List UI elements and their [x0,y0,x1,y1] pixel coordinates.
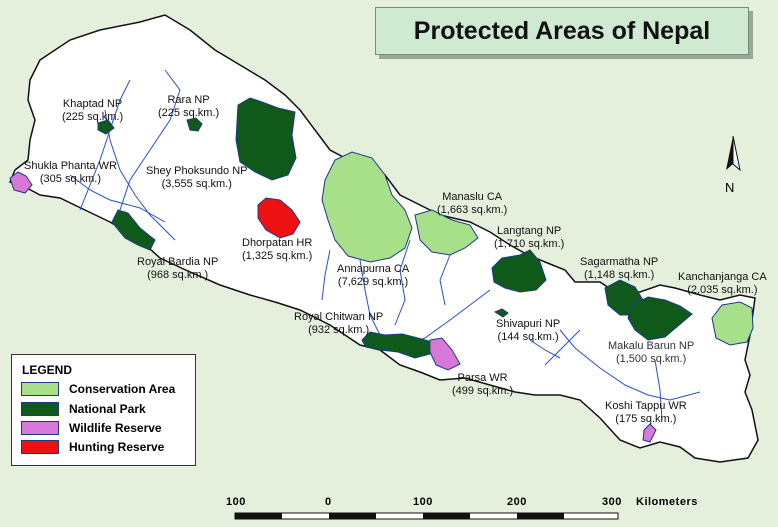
legend-item-hunting-reserve: Hunting Reserve [21,440,164,454]
area-langtang [491,249,547,293]
scale-unit: Kilometers [636,496,698,508]
label-rara: Rara NP (225 sq.km.) [158,94,220,119]
scale-tick-label: 100 [413,496,433,508]
label-annapurna: Annapurna CA (7,629 sq.km.) [337,263,410,288]
rivers [69,69,701,421]
area-koshi-tappu [642,423,657,443]
area-annapurna [321,151,413,263]
map-title: Protected Areas of Nepal [375,7,749,55]
legend-item-conservation-area: Conservation Area [21,382,175,396]
scale-tick-label: 0 [325,496,332,508]
scale-bar [234,512,619,520]
legend-swatch [21,382,59,396]
label-khaptad: Khaptad NP (225 sq.km.) [62,98,124,123]
label-manaslu: Manaslu CA (1,663 sq.km.) [437,191,508,216]
legend-label: Wildlife Reserve [69,421,162,435]
area-shukla-phanta [9,171,33,194]
legend-item-national-park: National Park [21,402,146,416]
legend-title: LEGEND [22,363,73,377]
label-parsa: Parsa WR (499 sq.km.) [452,372,514,397]
legend-item-wildlife-reserve: Wildlife Reserve [21,421,162,435]
area-parsa [429,337,461,371]
north-arrow-icon [726,135,741,172]
legend-swatch [21,421,59,435]
area-rara [186,117,203,132]
area-khaptad [97,119,115,135]
legend: LEGEND Conservation Area National Park W… [11,354,196,466]
scale-tick-label: 300 [602,496,622,508]
north-label: N [725,180,735,195]
area-shey-phoksundo [235,97,297,181]
legend-label: National Park [69,402,146,416]
label-makalu-barun: Makalu Barun NP (1,500 sq.km.) [608,340,695,365]
label-bardia: Royal Bardia NP (968 sq.km.) [137,256,219,281]
label-shey-phoksundo: Shey Phoksundo NP (3,555 sq.km.) [146,165,248,190]
area-manaslu [414,209,479,256]
label-shukla-phanta: Shukla Phanta WR (305 sq.km.) [24,160,117,185]
area-bardia [111,209,156,251]
area-kanchanjanga [711,301,754,346]
area-shivapuri [493,308,509,318]
label-koshi-tappu: Koshi Tappu WR (175 sq.km.) [605,400,687,425]
area-dhorpatan [257,197,301,239]
label-kanchanjanga: Kanchanjanga CA (2,035 sq.km.) [678,271,767,296]
legend-label: Conservation Area [69,382,176,396]
label-shivapuri: Shivapuri NP (144 sq.km.) [496,318,561,343]
label-chitwan: Royal Chitwan NP (932 sq.km.) [294,311,384,336]
label-dhorpatan: Dhorpatan HR (1,325 sq.km.) [242,237,313,262]
legend-swatch [21,402,59,416]
scale-tick-label: 200 [507,496,527,508]
area-makalu-barun [627,296,693,341]
label-sagarmatha: Sagarmatha NP (1,148 sq.km.) [580,256,659,281]
legend-label: Hunting Reserve [69,440,165,454]
legend-swatch [21,440,59,454]
scale-tick-label: 100 [226,496,246,508]
label-langtang: Langtang NP (1,710 sq.km.) [494,225,565,250]
